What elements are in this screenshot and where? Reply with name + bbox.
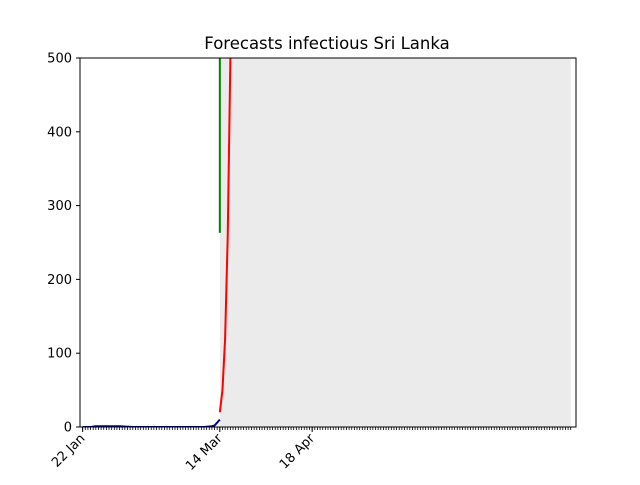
chart-title: Forecasts infectious Sri Lanka	[204, 34, 449, 53]
series-line-1	[218, 58, 232, 413]
forecast-region	[219, 58, 571, 427]
y-tick-label: 0	[64, 421, 72, 436]
y-tick-label: 400	[47, 125, 72, 140]
y-tick-label: 500	[47, 52, 72, 67]
y-tick-label: 100	[47, 347, 72, 362]
series-line-0	[82, 418, 221, 427]
y-tick-label: 200	[47, 273, 72, 288]
y-tick-label: 300	[47, 199, 72, 214]
